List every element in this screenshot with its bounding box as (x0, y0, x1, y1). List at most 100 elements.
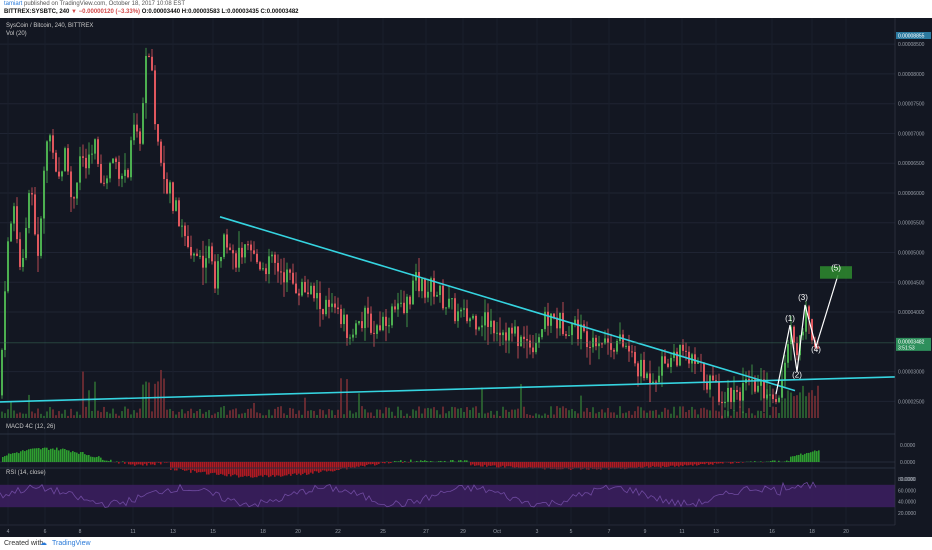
volume-bar (550, 406, 552, 418)
macd-bar (40, 449, 42, 462)
volume-bar (439, 414, 441, 418)
macd-bar (416, 460, 418, 462)
macd-bar (56, 447, 58, 462)
macd-bar (706, 462, 708, 464)
macd-bar (284, 462, 286, 476)
volume-bar (451, 406, 453, 418)
candle-body (442, 285, 444, 309)
volume-bar (658, 414, 660, 418)
volume-bar (508, 411, 510, 418)
candle-body (601, 343, 603, 345)
candle-body (178, 200, 180, 227)
candle-body (778, 397, 780, 403)
volume-bar (361, 406, 363, 418)
candle-body (322, 309, 324, 315)
candle-body (727, 387, 729, 402)
trading-chart[interactable]: (1)(2)(3)(4)(5) 0.000085000.000080000.00… (0, 18, 932, 537)
macd-bar (402, 462, 404, 463)
author-link[interactable]: tamiart (4, 1, 23, 7)
volume-bar (73, 415, 75, 418)
time-tick-label: 5 (570, 529, 573, 535)
candle-body (346, 314, 348, 338)
macd-bar (668, 462, 670, 467)
macd-bar (598, 462, 600, 470)
macd-bar (742, 462, 744, 463)
tradingview-link[interactable]: TradingView (52, 540, 91, 547)
candle-body (793, 326, 795, 343)
candle-body (247, 244, 249, 246)
volume-bar (607, 407, 609, 418)
macd-bar (772, 460, 774, 462)
candle-body (310, 285, 312, 295)
candle-body (7, 241, 9, 292)
macd-bar (12, 453, 14, 462)
macd-bar (440, 460, 442, 462)
volume-bar (598, 411, 600, 418)
macd-bar (552, 462, 554, 469)
candle-body (13, 206, 15, 224)
time-tick-label: 8 (79, 529, 82, 535)
volume-bar (190, 408, 192, 418)
macd-bar (144, 462, 146, 464)
macd-bar (478, 462, 480, 466)
macd-bar (110, 459, 112, 462)
candle-body (523, 336, 525, 340)
candle-body (739, 391, 741, 401)
candle-body (208, 246, 210, 259)
volume-bar (391, 411, 393, 418)
volume-bar (142, 384, 144, 418)
candle-body (454, 298, 456, 322)
candle-body (31, 193, 33, 195)
volume-bar (739, 406, 741, 418)
top-price-label: 0.00008855 (898, 34, 925, 40)
candle-body (445, 307, 447, 309)
macd-bar (20, 451, 22, 462)
time-tick-label: 18 (809, 529, 815, 535)
macd-bar (74, 452, 76, 462)
volume-bar (397, 406, 399, 418)
price-tick-label: 0.00006000 (898, 191, 925, 197)
candle-body (307, 292, 309, 295)
candle-body (100, 164, 102, 183)
volume-bar (199, 408, 201, 418)
volume-bar (688, 409, 690, 418)
macd-bar (644, 462, 646, 467)
volume-bar (685, 412, 687, 418)
volume-bar (337, 409, 339, 418)
candle-body (496, 332, 498, 334)
macd-bar (86, 455, 88, 462)
candle-body (403, 302, 405, 314)
macd-bar (624, 462, 626, 470)
volume-bar (256, 412, 258, 418)
volume-bar (331, 410, 333, 418)
macd-bar (72, 451, 74, 462)
rsi-label: RSI (14, close) (6, 470, 46, 476)
macd-bar (250, 462, 252, 478)
candle-body (76, 182, 78, 199)
macd-bar (490, 462, 492, 466)
rsi-tick-label: 80.0000 (898, 477, 916, 483)
macd-bar (560, 462, 562, 470)
candle-body (412, 280, 414, 305)
macd-bar (800, 453, 802, 462)
candle-body (289, 269, 291, 273)
wave-label: (5) (831, 263, 841, 272)
macd-bar (572, 462, 574, 470)
macd-bar (122, 461, 124, 462)
candle-body (583, 324, 585, 332)
macd-bar (512, 462, 514, 468)
volume-bar (664, 407, 666, 418)
macd-bar (336, 462, 338, 470)
volume-bar (535, 413, 537, 418)
macd-bar (570, 462, 572, 470)
volume-bar (235, 408, 237, 418)
macd-bar (382, 462, 384, 464)
candle-body (508, 327, 510, 341)
candle-body (418, 272, 420, 292)
time-axis-bg (0, 525, 932, 537)
candle-body (541, 329, 543, 338)
candle-body (505, 332, 507, 341)
macd-bar (472, 462, 474, 465)
candle-body (547, 311, 549, 326)
macd-bar (806, 452, 808, 462)
